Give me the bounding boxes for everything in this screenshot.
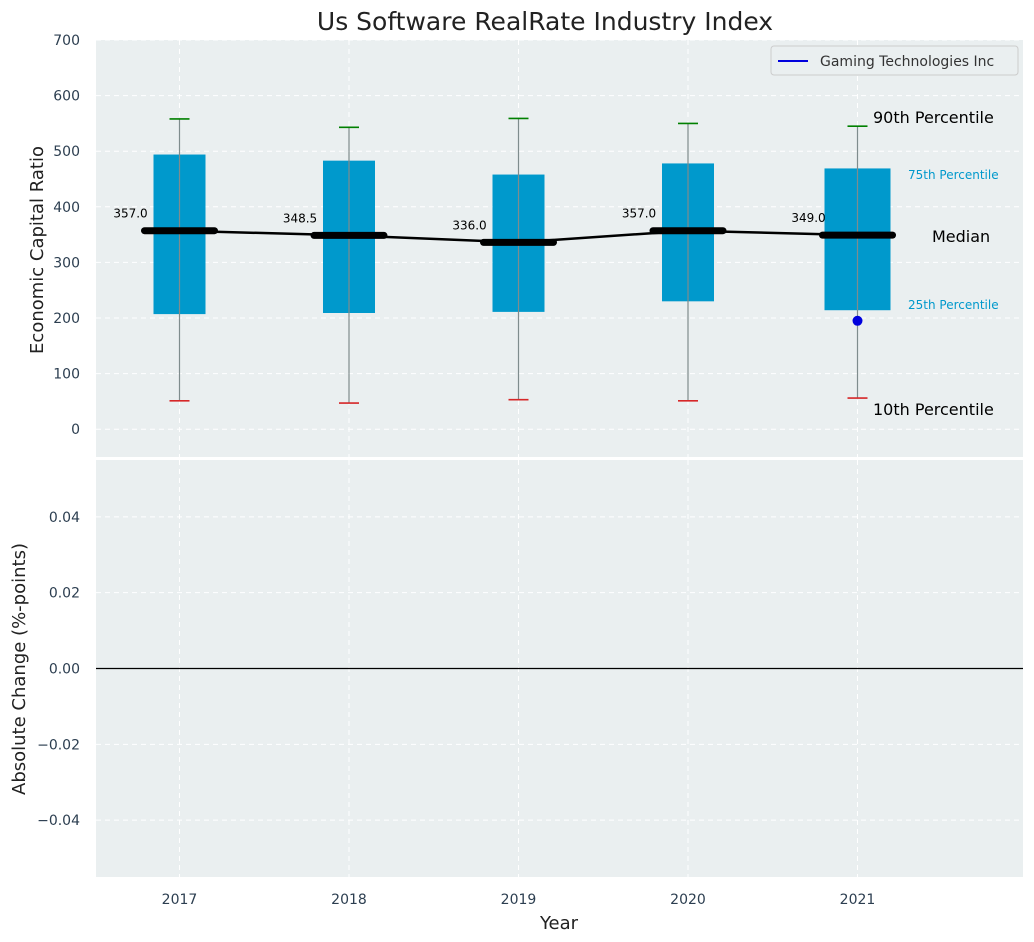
x-tick-label: 2020	[670, 892, 706, 908]
company-points	[852, 315, 863, 326]
top-y-tick-label: 600	[53, 89, 80, 105]
bottom-y-tick-label: −0.04	[37, 813, 80, 829]
x-tick-label: 2019	[501, 892, 537, 908]
median-value-label: 357.0	[113, 207, 147, 221]
percentile-annotations: 90th Percentile 75th Percentile Median 25th…	[873, 108, 999, 419]
x-tick-label: 2018	[331, 892, 367, 908]
chart-title: Us Software RealRate Industry Index	[317, 7, 773, 36]
median-value-label: 348.5	[283, 211, 317, 225]
median-trend-line	[179, 229, 858, 244]
top-y-axis-label: Economic Capital Ratio	[27, 146, 48, 354]
legend: Gaming Technologies Inc	[770, 45, 1019, 76]
x-tick-labels: 2017 2018 2019 2020 2021	[162, 892, 876, 908]
top-y-tick-label: 400	[53, 200, 80, 216]
bottom-y-tick-label: 0.04	[49, 510, 80, 526]
bottom-y-tick-labels: −0.04 −0.02 0.00 0.02 0.04	[37, 510, 80, 829]
x-axis-label: Year	[539, 913, 579, 934]
company-point	[852, 315, 863, 326]
bottom-y-tick-label: −0.02	[37, 737, 80, 753]
x-tick-label: 2017	[162, 892, 198, 908]
bottom-y-axis-label: Absolute Change (%-points)	[9, 543, 30, 795]
legend-label: Gaming Technologies Inc	[820, 54, 994, 70]
x-tick-label: 2021	[840, 892, 876, 908]
top-y-tick-labels: 0 100 200 300 400 500 600 700	[53, 33, 80, 438]
top-y-tick-label: 100	[53, 367, 80, 383]
top-y-tick-label: 200	[53, 311, 80, 327]
top-y-tick-label: 500	[53, 144, 80, 160]
top-y-tick-label: 700	[53, 33, 80, 49]
median-value-label: 357.0	[622, 207, 656, 221]
top-y-tick-label: 300	[53, 255, 80, 271]
annotation-median: Median	[932, 227, 990, 246]
annotation-p90: 90th Percentile	[873, 108, 994, 127]
annotation-p75: 75th Percentile	[908, 168, 999, 182]
annotation-p10: 10th Percentile	[873, 400, 994, 419]
annotation-p25: 25th Percentile	[908, 298, 999, 312]
median-trend-polyline	[179, 229, 858, 244]
bottom-y-tick-label: 0.00	[49, 662, 80, 678]
legend-box	[770, 45, 1019, 76]
median-value-label: 336.0	[452, 218, 486, 232]
bottom-y-tick-label: 0.02	[49, 586, 80, 602]
top-y-tick-label: 0	[71, 422, 80, 438]
median-value-label: 349.0	[791, 211, 825, 225]
